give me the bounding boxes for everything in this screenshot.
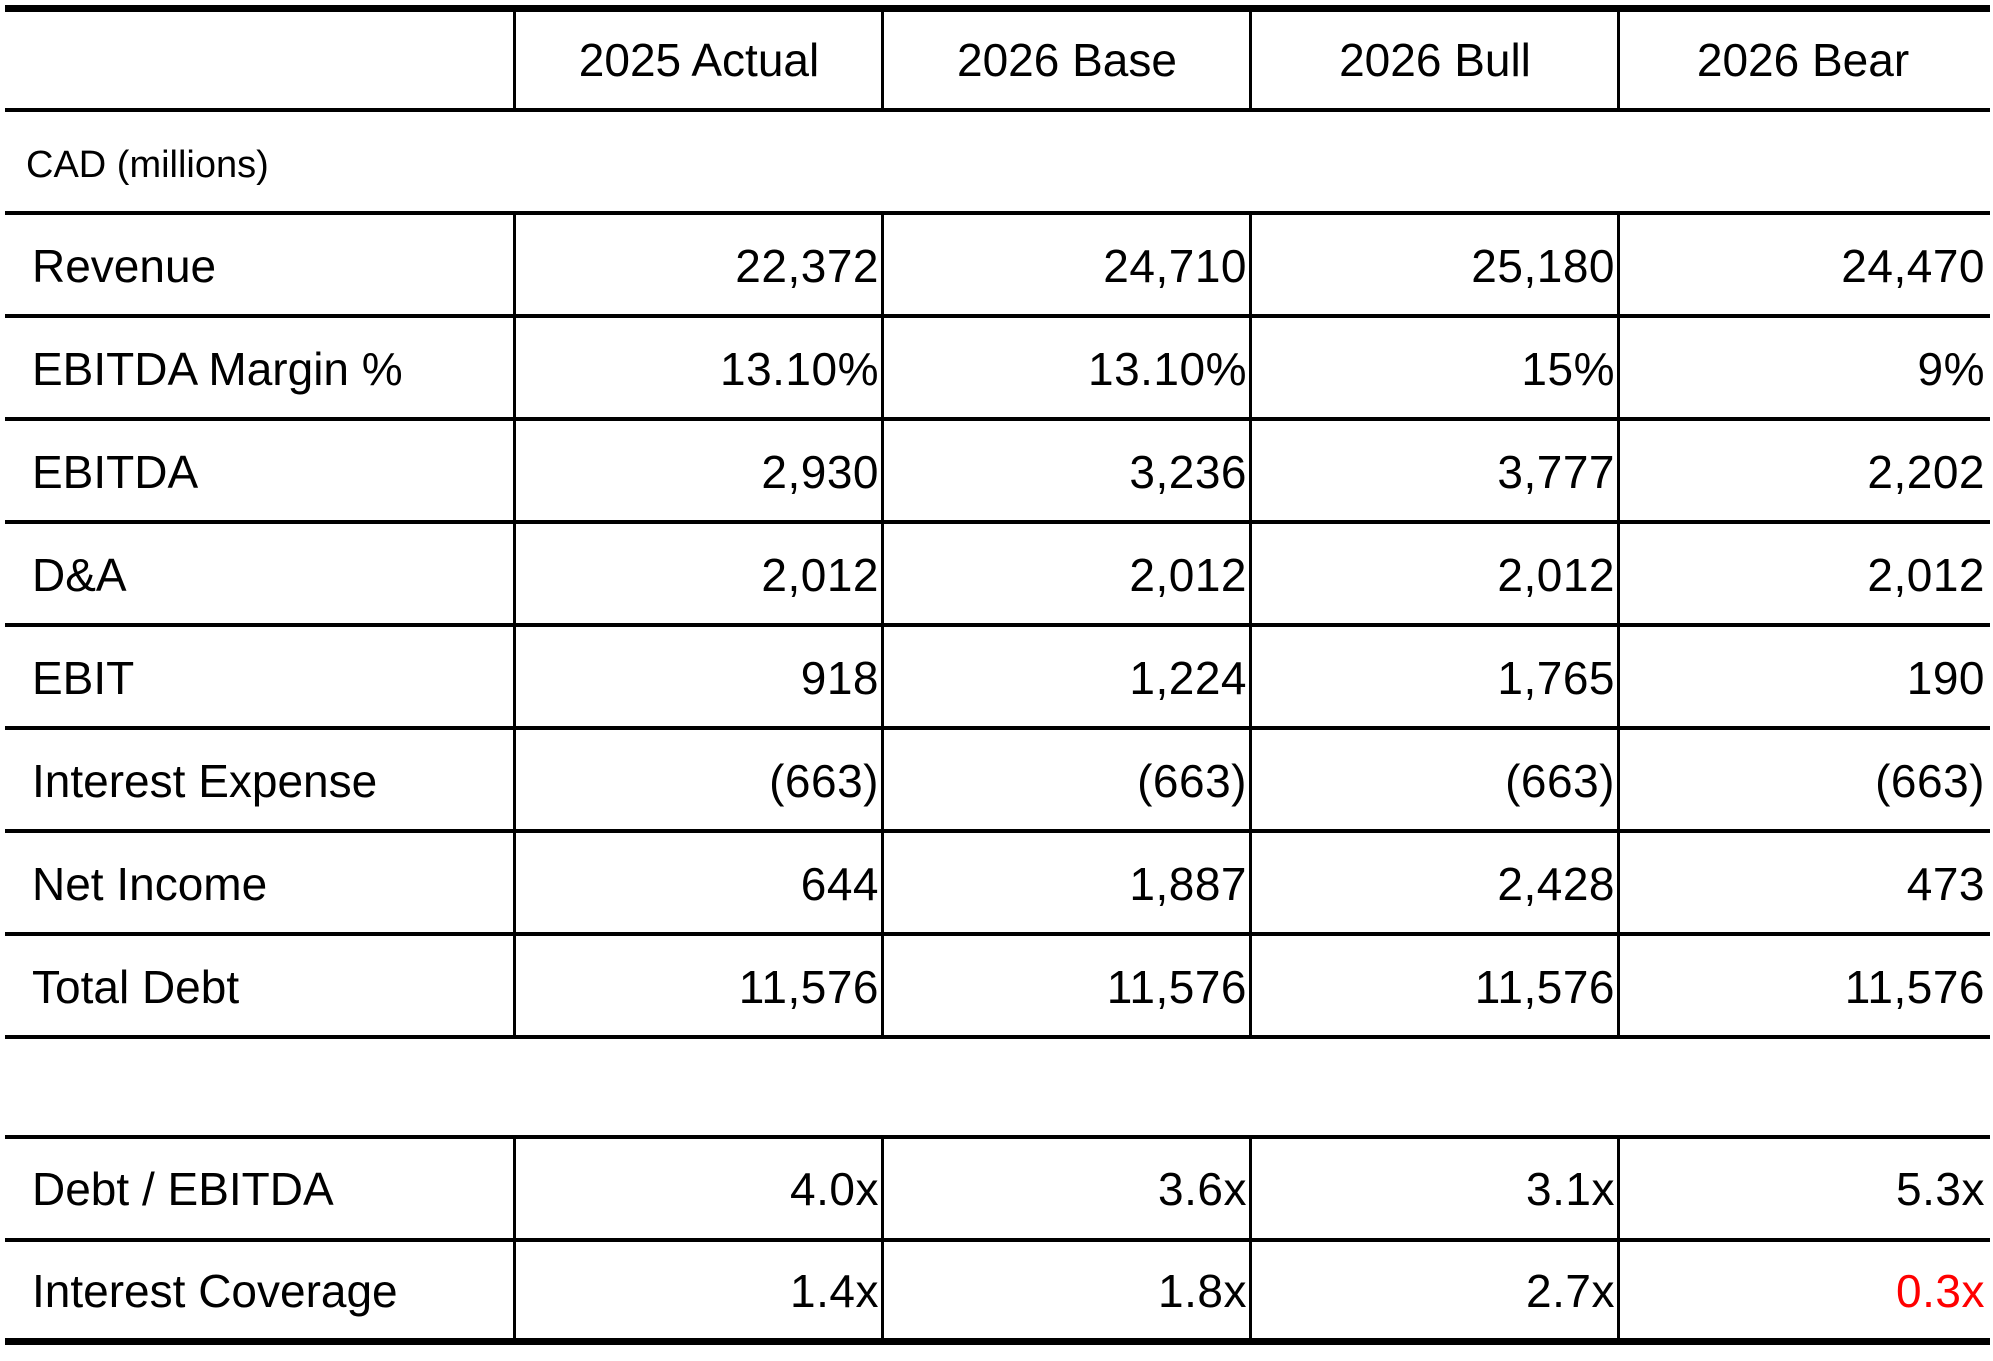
row-label-interest-coverage: Interest Coverage: [32, 1265, 398, 1317]
cell-value: 25,180: [1471, 240, 1615, 292]
rule-row: [5, 314, 1990, 318]
col-divider: [1617, 10, 1620, 110]
cell-value: (663): [1505, 755, 1615, 807]
cell-value: 11,576: [738, 961, 879, 1013]
cell-value: 3,236: [1129, 446, 1247, 498]
rule-bottom: [5, 1338, 1990, 1345]
rule-row: [5, 520, 1990, 524]
column-header-2025-actual: 2025 Actual: [578, 34, 820, 86]
cell-value: 2,012: [761, 549, 879, 601]
rule-row: [5, 726, 1990, 730]
cell-value: (663): [1875, 755, 1985, 807]
cell-value: 3,777: [1497, 446, 1615, 498]
cell-value: 2.7x: [1526, 1265, 1615, 1317]
rule-row: [5, 932, 1990, 936]
cell-value: 9%: [1917, 343, 1985, 395]
row-label-ebitda: EBITDA: [32, 446, 199, 498]
row-label-total-debt: Total Debt: [32, 961, 240, 1013]
col-divider: [1249, 214, 1252, 1037]
rule-row: [5, 623, 1990, 627]
cell-value: 1.8x: [1158, 1265, 1247, 1317]
cell-value: 5.3x: [1896, 1163, 1985, 1215]
cell-value: 473: [1906, 858, 1985, 910]
cell-value: 11,576: [1106, 961, 1247, 1013]
row-label-net-income: Net Income: [32, 858, 268, 910]
cell-value: 24,470: [1841, 240, 1985, 292]
cell-value: 2,012: [1129, 549, 1247, 601]
cell-value: 24,710: [1103, 240, 1247, 292]
cell-value: 1,224: [1129, 652, 1247, 704]
cell-value: 11,576: [1844, 961, 1985, 1013]
col-divider: [1249, 1138, 1252, 1340]
col-divider: [1617, 1138, 1620, 1340]
rule-ratios-top: [5, 1135, 1990, 1139]
cell-value: 15%: [1521, 343, 1615, 395]
row-label-revenue: Revenue: [32, 240, 217, 292]
cell-value: 1,765: [1497, 652, 1615, 704]
cell-value: 2,012: [1497, 549, 1615, 601]
cell-value: 3.6x: [1158, 1163, 1247, 1215]
cell-value: 13.10%: [1087, 343, 1247, 395]
row-label-debt-ebitda: Debt / EBITDA: [32, 1163, 334, 1215]
cell-value: 2,930: [761, 446, 879, 498]
col-divider: [513, 1138, 516, 1340]
col-divider: [881, 10, 884, 110]
cell-value: 918: [800, 652, 879, 704]
rule-row: [5, 829, 1990, 833]
cell-value: 22,372: [735, 240, 879, 292]
cell-value: 2,012: [1867, 549, 1985, 601]
row-label-d-and-a: D&A: [32, 549, 127, 601]
column-header-2026-bear: 2026 Bear: [1696, 34, 1910, 86]
rule-header-bottom: [5, 108, 1990, 112]
rule-units-bottom: [5, 211, 1990, 215]
col-divider: [513, 10, 516, 110]
col-divider: [1249, 10, 1252, 110]
cell-value: 644: [800, 858, 879, 910]
row-label-ebit: EBIT: [32, 652, 135, 704]
column-header-2026-bull: 2026 Bull: [1339, 34, 1531, 86]
cell-value: 1,887: [1129, 858, 1247, 910]
row-label-interest-expense: Interest Expense: [32, 755, 378, 807]
rule-row: [5, 1238, 1990, 1242]
cell-value: 13.10%: [719, 343, 879, 395]
cell-value: (663): [769, 755, 879, 807]
cell-value-highlighted: 0.3x: [1896, 1265, 1985, 1317]
cell-value: 1.4x: [790, 1265, 879, 1317]
row-label-ebitda-margin: EBITDA Margin %: [32, 343, 403, 395]
col-divider: [881, 214, 884, 1037]
cell-value: 3.1x: [1526, 1163, 1615, 1215]
rule-row: [5, 417, 1990, 421]
rule-main-bottom: [5, 1035, 1990, 1039]
col-divider: [513, 214, 516, 1037]
cell-value: (663): [1137, 755, 1247, 807]
cell-value: 2,428: [1497, 858, 1615, 910]
cell-value: 2,202: [1867, 446, 1985, 498]
col-divider: [881, 1138, 884, 1340]
col-divider: [1617, 214, 1620, 1037]
cell-value: 11,576: [1474, 961, 1615, 1013]
cell-value: 4.0x: [790, 1163, 879, 1215]
units-label: CAD (millions): [26, 144, 269, 186]
rule-top: [5, 5, 1990, 12]
column-header-2026-base: 2026 Base: [957, 34, 1177, 86]
cell-value: 190: [1906, 652, 1985, 704]
